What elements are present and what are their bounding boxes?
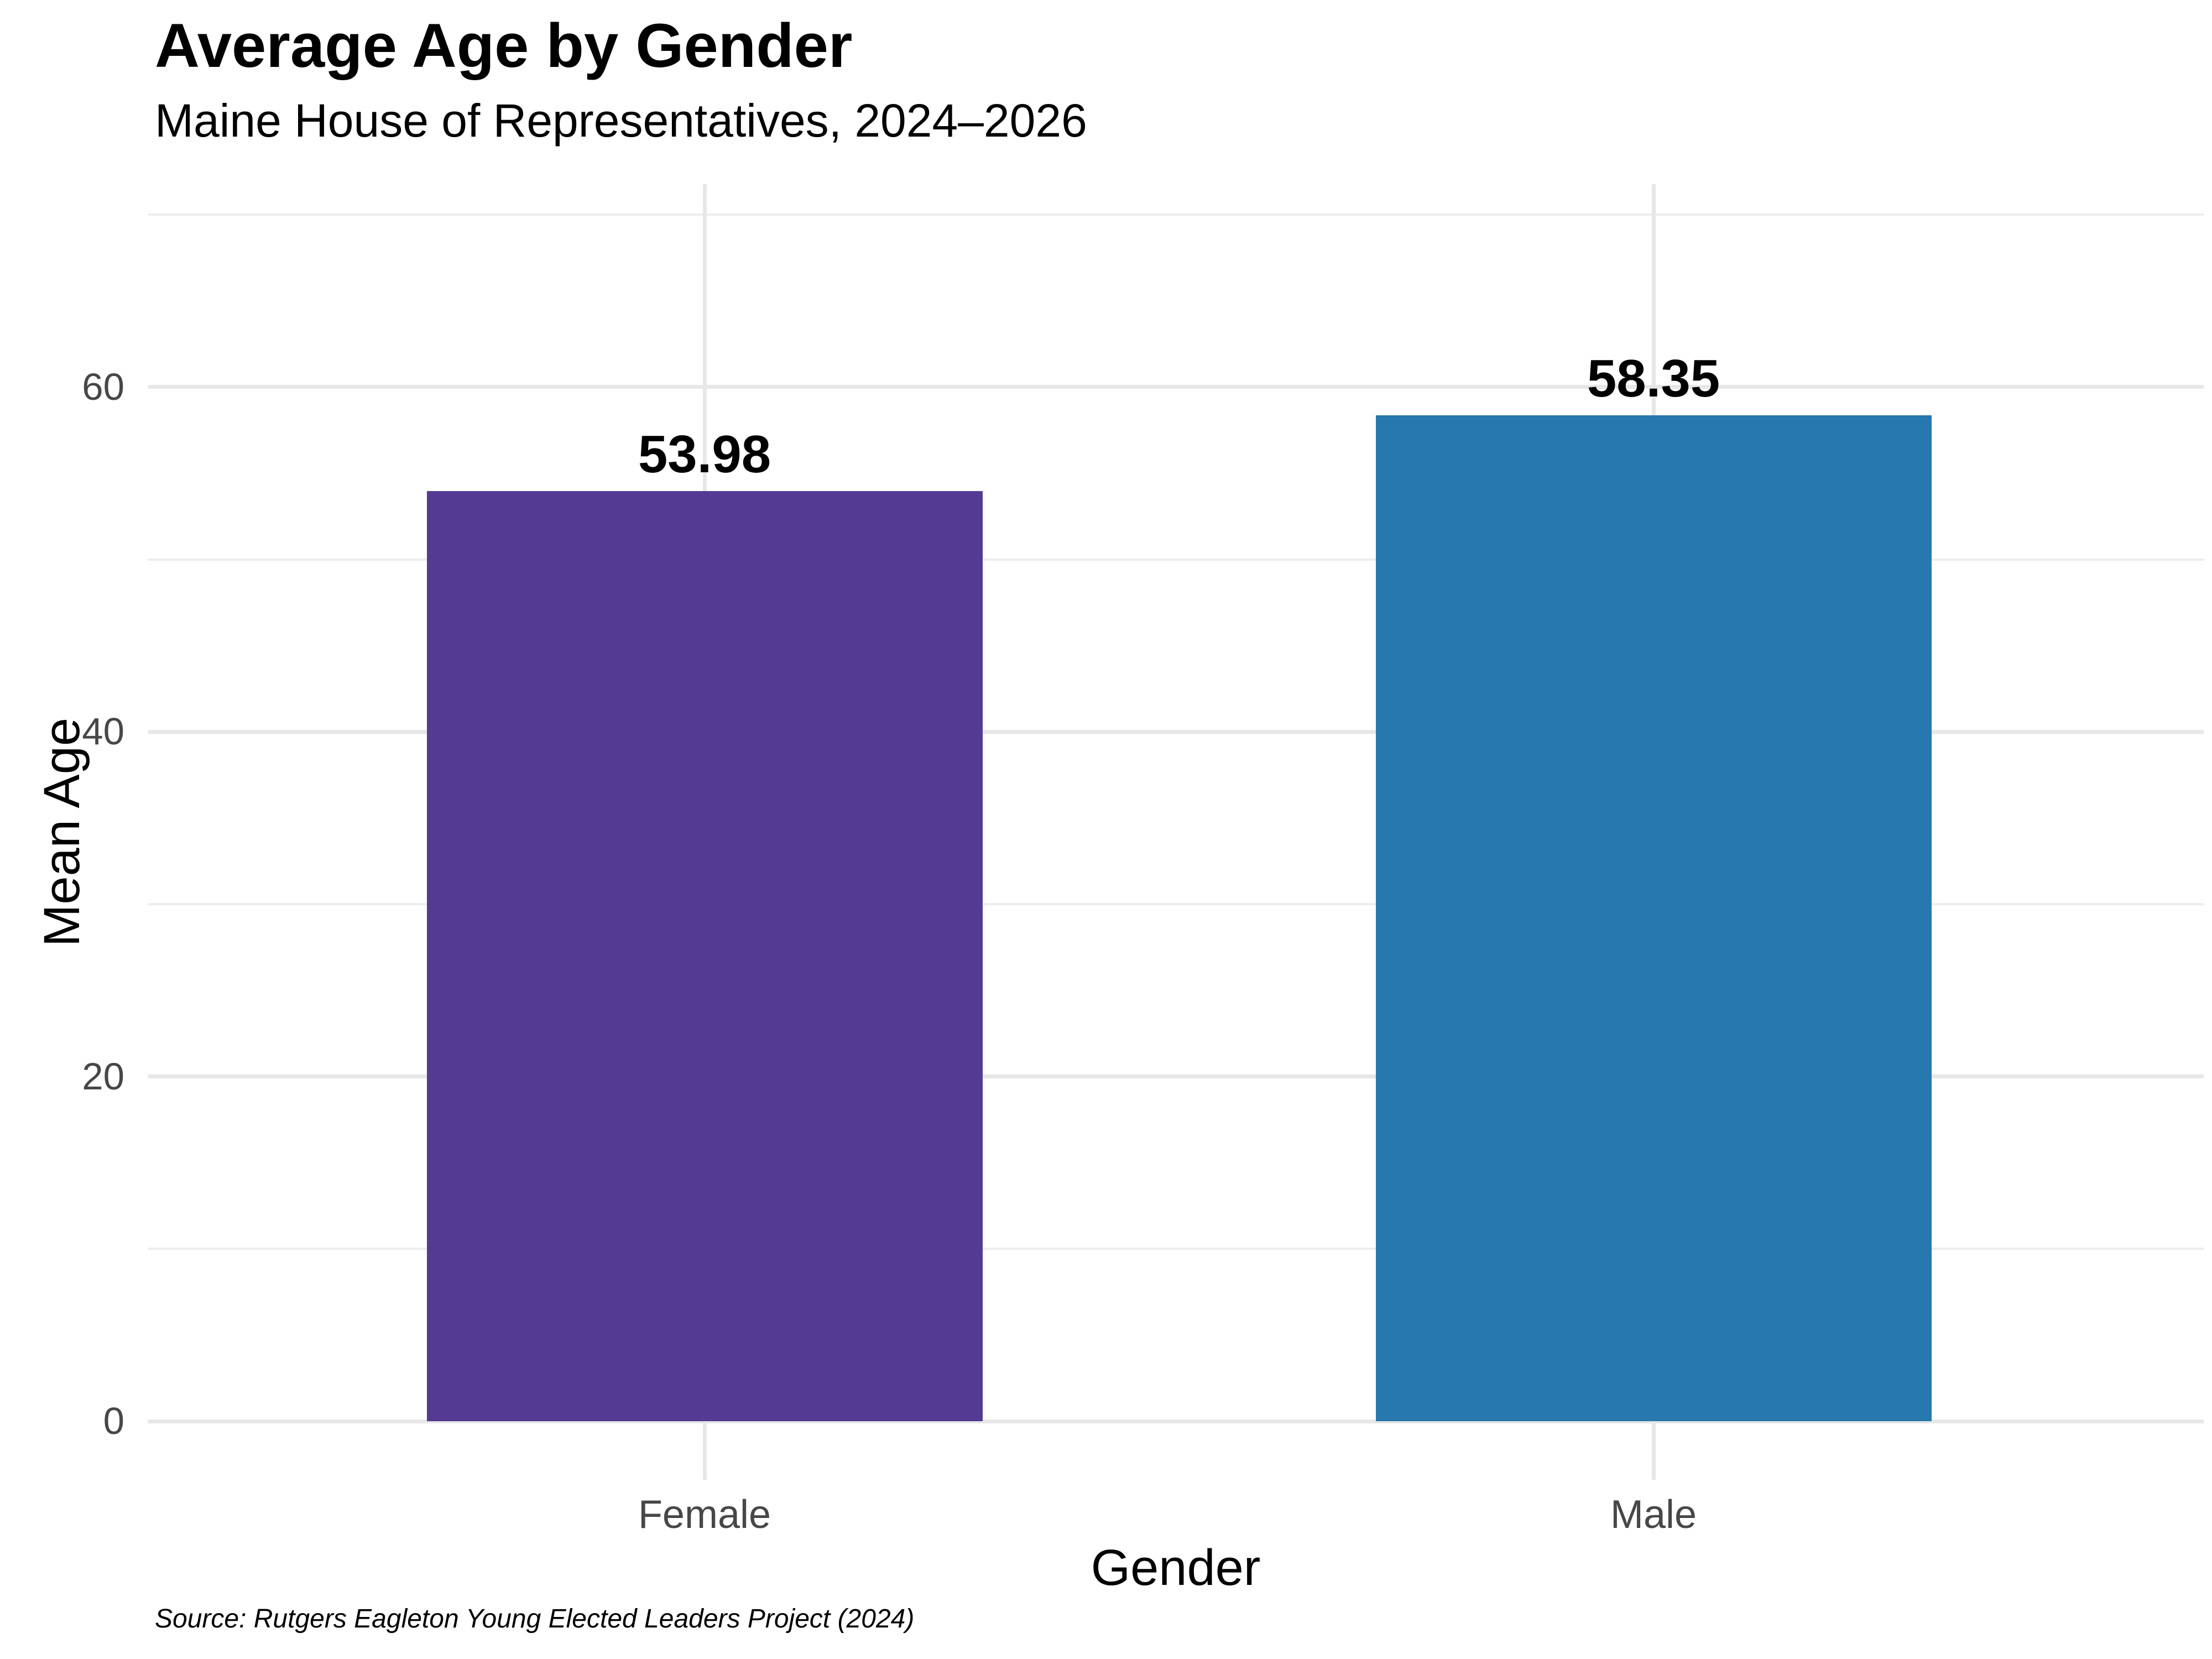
source-caption: Source: Rutgers Eagleton Young Elected L… (155, 1604, 915, 1634)
bar-male (1375, 415, 1932, 1421)
chart-title: Average Age by Gender (155, 11, 853, 80)
y-tick-label-60: 60 (82, 365, 124, 408)
y-axis-title: Mean Age (34, 717, 90, 947)
gridline-major-40 (148, 729, 2204, 734)
x-tick-label-male: Male (1610, 1493, 1697, 1537)
gridline-minor-70 (148, 213, 2204, 216)
bar-value-label-female: 53.98 (638, 424, 771, 484)
gridline-minor-10 (148, 1248, 2204, 1250)
bar-value-label-male: 58.35 (1587, 349, 1720, 409)
x-axis-title: Gender (1091, 1540, 1261, 1596)
chart-subtitle: Maine House of Representatives, 2024–202… (155, 95, 1087, 147)
gridline-major-20 (148, 1074, 2204, 1079)
gridline-minor-50 (148, 558, 2204, 561)
gridline-major-0 (148, 1419, 2204, 1423)
y-tick-label-0: 0 (103, 1400, 124, 1442)
y-tick-label-40: 40 (82, 710, 124, 753)
y-tick-label-20: 20 (82, 1055, 124, 1098)
bar-female (426, 491, 983, 1421)
gridline-minor-30 (148, 902, 2204, 905)
plot-panel (148, 184, 2204, 1480)
x-tick-label-female: Female (638, 1493, 771, 1537)
gridline-major-60 (148, 385, 2204, 389)
